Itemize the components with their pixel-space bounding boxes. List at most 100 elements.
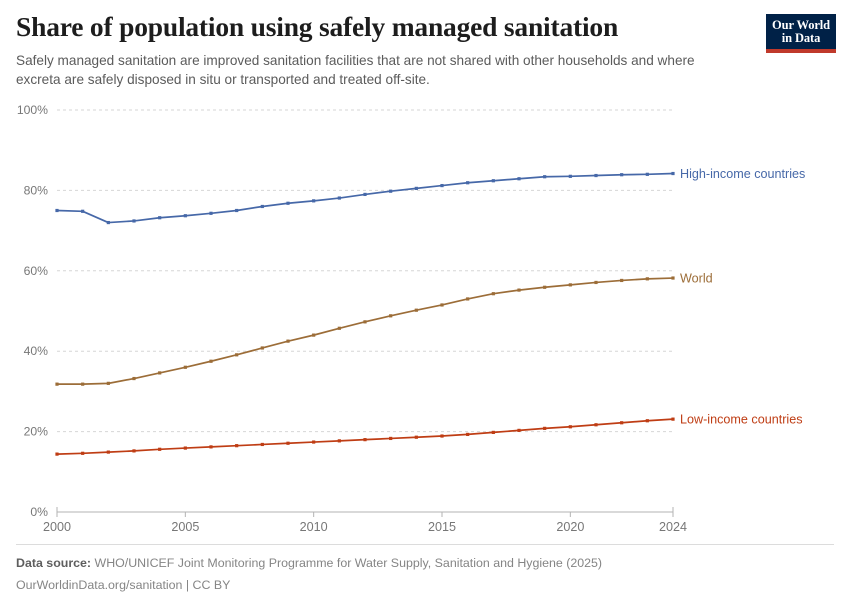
- series-point[interactable]: [158, 216, 162, 220]
- series-point[interactable]: [363, 192, 367, 197]
- x-axis-tick-label: 2005: [171, 520, 199, 534]
- series-point[interactable]: [312, 199, 316, 203]
- series-point[interactable]: [81, 382, 85, 386]
- series-point[interactable]: [620, 278, 624, 283]
- series-point[interactable]: [671, 417, 675, 421]
- owid-logo-line2: in Data: [781, 30, 821, 45]
- series-point[interactable]: [389, 436, 393, 441]
- series-point[interactable]: [414, 186, 418, 190]
- series-point[interactable]: [286, 201, 290, 205]
- series-point[interactable]: [543, 175, 547, 179]
- footer-divider: [16, 544, 834, 545]
- series-point[interactable]: [491, 179, 495, 183]
- series-line-2[interactable]: [56, 418, 674, 455]
- series-point[interactable]: [645, 277, 649, 281]
- series-line-1[interactable]: [56, 277, 674, 386]
- license-line[interactable]: OurWorldinData.org/sanitation | CC BY: [16, 577, 231, 592]
- data-source-text: WHO/UNICEF Joint Monitoring Programme fo…: [94, 556, 603, 570]
- series-point[interactable]: [594, 280, 598, 285]
- series-label-2[interactable]: Low-income countries: [680, 413, 803, 427]
- series-point[interactable]: [645, 172, 649, 176]
- series-point[interactable]: [594, 423, 598, 427]
- series-point[interactable]: [491, 430, 495, 434]
- y-axis-tick-label: 0%: [30, 505, 48, 519]
- series-point[interactable]: [466, 432, 470, 437]
- series-point[interactable]: [466, 181, 470, 185]
- series-point[interactable]: [440, 183, 444, 188]
- series-point[interactable]: [132, 449, 136, 453]
- series-point[interactable]: [106, 220, 110, 225]
- series-label-1[interactable]: World: [680, 272, 713, 286]
- series-point[interactable]: [260, 442, 264, 447]
- owid-logo[interactable]: Our World in Data: [766, 14, 836, 53]
- series-point[interactable]: [81, 451, 85, 455]
- series-point[interactable]: [235, 208, 239, 213]
- series-point[interactable]: [671, 171, 675, 176]
- series-point[interactable]: [543, 285, 547, 289]
- page-title: Share of population using safely managed…: [16, 11, 619, 42]
- series-point[interactable]: [209, 211, 213, 215]
- series-point[interactable]: [183, 214, 187, 218]
- series-point[interactable]: [568, 425, 572, 429]
- series-point[interactable]: [337, 439, 341, 443]
- series-point[interactable]: [389, 314, 393, 318]
- series-point[interactable]: [337, 326, 341, 330]
- series-point[interactable]: [363, 320, 367, 324]
- line-chart[interactable]: 0% 20% 40% 60% 80% 100% 2000 2005 2010 2015 2020 20…: [0, 96, 850, 536]
- series-point[interactable]: [158, 447, 162, 451]
- series-point[interactable]: [183, 365, 187, 369]
- series-point[interactable]: [312, 440, 316, 444]
- chart-subtitle: Safely managed sanitation are improved s…: [16, 52, 695, 88]
- series-point[interactable]: [260, 204, 264, 209]
- series-point[interactable]: [81, 209, 85, 213]
- series-point[interactable]: [440, 434, 444, 438]
- series-point[interactable]: [543, 426, 547, 430]
- series-point[interactable]: [106, 381, 110, 385]
- x-axis-tick-label: 2015: [428, 520, 456, 534]
- data-source-label: Data source:: [16, 556, 92, 570]
- series-point[interactable]: [466, 297, 470, 301]
- series-point[interactable]: [286, 339, 290, 343]
- series-point[interactable]: [491, 292, 495, 296]
- series-point[interactable]: [414, 308, 418, 312]
- series-point[interactable]: [132, 376, 136, 381]
- series-point[interactable]: [209, 359, 213, 363]
- series-point[interactable]: [235, 353, 239, 357]
- series-point[interactable]: [286, 441, 290, 445]
- x-axis-tick-label: 2000: [43, 520, 71, 534]
- series-point[interactable]: [517, 177, 521, 181]
- series-point[interactable]: [55, 382, 59, 386]
- series-point[interactable]: [620, 421, 624, 425]
- series-point[interactable]: [517, 428, 521, 432]
- series-point[interactable]: [389, 189, 393, 193]
- series-label-0[interactable]: High-income countries: [680, 167, 805, 181]
- series-line-0[interactable]: [56, 172, 674, 224]
- series-point[interactable]: [260, 346, 264, 350]
- series-point[interactable]: [568, 174, 572, 178]
- series-point[interactable]: [594, 173, 598, 178]
- series-point[interactable]: [414, 435, 418, 439]
- series-point[interactable]: [132, 219, 136, 223]
- series-point[interactable]: [158, 371, 162, 375]
- series-point[interactable]: [337, 196, 341, 200]
- series-point[interactable]: [363, 438, 367, 442]
- series-point[interactable]: [209, 445, 213, 449]
- series-point[interactable]: [568, 283, 572, 287]
- series-point[interactable]: [671, 276, 675, 280]
- series-point[interactable]: [55, 452, 59, 456]
- series-point[interactable]: [235, 444, 239, 448]
- chart-area: 0% 20% 40% 60% 80% 100% 2000 2005 2010 2015 2020 20…: [0, 96, 850, 536]
- series-point[interactable]: [183, 446, 187, 450]
- series-point[interactable]: [517, 288, 521, 292]
- chart-header: Share of population using safely managed…: [16, 11, 756, 89]
- series-point[interactable]: [440, 303, 444, 307]
- y-axis-tick-label: 100%: [17, 103, 48, 117]
- y-axis-tick-label: 40%: [24, 344, 49, 358]
- series-point[interactable]: [312, 333, 316, 337]
- series-point[interactable]: [55, 208, 59, 213]
- series-point[interactable]: [106, 450, 110, 454]
- y-axis-tick-label: 80%: [24, 183, 49, 197]
- series-point[interactable]: [645, 419, 649, 423]
- series-point[interactable]: [620, 173, 624, 177]
